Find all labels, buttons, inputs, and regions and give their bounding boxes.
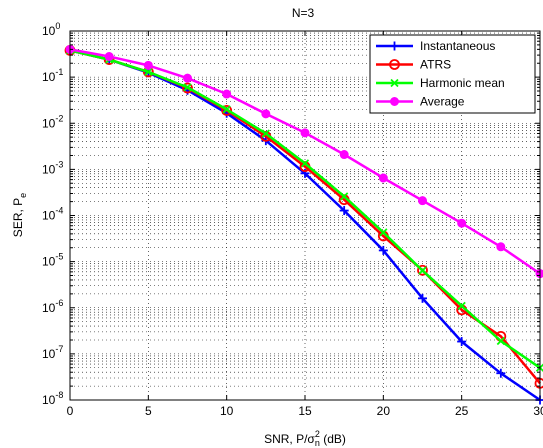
legend-label: ATRS — [420, 58, 451, 72]
data-point — [221, 104, 233, 116]
y-tick-labels: 100 10-1 10-2 10-3 10-4 10-5 10-6 10-7 10-8 — [42, 21, 63, 407]
y-tick-label: 10-2 — [42, 113, 63, 130]
data-point — [418, 293, 427, 303]
data-point — [418, 196, 427, 206]
legend-marker — [390, 78, 399, 88]
data-point — [457, 337, 467, 347]
legend-item: Instantaneous — [376, 39, 495, 53]
legend-label: Harmonic mean — [420, 76, 505, 90]
series-average — [65, 44, 543, 279]
data-point — [183, 73, 192, 83]
axis-ticks — [69, 30, 541, 401]
legend-marker — [390, 97, 399, 106]
data-point — [144, 67, 153, 77]
x-tick-label: 30 — [533, 404, 543, 418]
data-point — [496, 368, 506, 378]
x-tick-label: 15 — [298, 404, 312, 418]
y-tick-label: 10-8 — [42, 390, 63, 407]
x-tick-label: 20 — [377, 404, 391, 418]
legend-marker — [390, 41, 399, 51]
legend-item: ATRS — [376, 58, 451, 72]
legend-item: Harmonic mean — [376, 76, 505, 90]
data-point — [417, 264, 428, 276]
data-point — [143, 60, 153, 70]
legend-label: Instantaneous — [420, 39, 495, 53]
data-point — [378, 245, 388, 255]
data-point — [104, 51, 114, 61]
data-point — [457, 301, 466, 310]
data-point — [496, 242, 506, 252]
data-point — [340, 192, 349, 201]
x-tick-label: 5 — [145, 404, 152, 418]
y-tick-label: 10-6 — [42, 298, 63, 315]
x-tick-label: 0 — [67, 404, 74, 418]
data-point — [300, 159, 310, 168]
x-tick-label: 25 — [455, 404, 469, 418]
series-layer — [64, 44, 543, 405]
x-tick-label: 10 — [220, 404, 234, 418]
data-point — [300, 128, 310, 138]
x-axis-label: SNR, P/σ2 n (dB) — [264, 429, 346, 448]
data-point — [222, 105, 231, 114]
y-tick-label: 10-7 — [42, 344, 63, 361]
data-point — [418, 266, 427, 275]
data-point — [457, 218, 467, 228]
y-tick-label: 10-5 — [42, 252, 63, 269]
y-tick-label: 10-3 — [42, 159, 63, 176]
data-point — [379, 228, 388, 237]
grid-lines — [70, 31, 540, 400]
data-point — [182, 82, 193, 94]
legend-marker — [389, 59, 400, 70]
data-point — [222, 89, 232, 99]
data-point — [339, 150, 349, 160]
data-point — [183, 83, 192, 92]
data-point — [378, 173, 388, 183]
data-point — [261, 129, 270, 138]
x-tick-labels: 0 5 10 15 20 25 30 — [67, 404, 543, 418]
legend-label: Average — [420, 95, 465, 109]
data-point — [496, 336, 505, 346]
legend-box — [369, 34, 536, 114]
legend-item: Average — [376, 95, 465, 109]
legend: Instantaneous ATRS Harmonic mean Average — [369, 34, 536, 114]
data-point — [339, 206, 349, 216]
chart-title: N=3 — [292, 6, 315, 20]
y-axis-label: SER, Pe — [11, 193, 28, 237]
y-tick-label: 100 — [42, 21, 60, 38]
data-point — [261, 109, 271, 119]
y-tick-label: 10-1 — [42, 67, 63, 84]
y-tick-label: 10-4 — [42, 206, 63, 223]
